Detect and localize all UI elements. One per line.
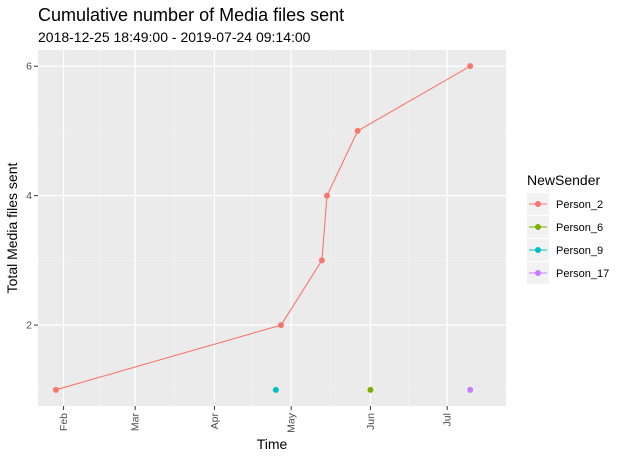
legend-label: Person_17 [556,268,609,280]
legend-key-point [535,224,541,230]
legend-key-point [535,270,541,276]
data-point-Person_2 [277,322,284,329]
data-point-Person_2 [52,386,59,393]
data-point-Person_9 [272,386,279,393]
x-tick-label: Jun [365,413,377,430]
series-layer [52,63,474,393]
major-gridlines [38,50,506,406]
x-tick-label: Apr [209,413,221,430]
y-tick-label: 6 [26,61,32,73]
data-point-Person_6 [367,386,374,393]
legend: NewSender Person_2 Person_6 Person_9 Person… [527,172,609,284]
legend-title: NewSender [527,172,600,188]
axis-ticks: 2 4 6 Feb Mar Apr May Jun Jul [26,61,454,433]
legend-label: Person_2 [556,199,603,211]
x-tick-label: Jul [442,413,454,426]
legend-key-point [535,201,541,207]
data-point-Person_2 [467,63,474,70]
y-axis-title: Total Media files sent [4,163,20,294]
y-tick-label: 2 [26,320,32,332]
y-tick-label: 4 [26,190,32,202]
x-axis-title: Time [257,436,288,452]
data-point-Person_2 [318,257,325,264]
data-point-Person_2 [354,127,361,134]
x-tick-label: Mar [130,413,142,432]
legend-label: Person_9 [556,245,603,257]
plot-panel [38,50,506,406]
data-point-Person_17 [467,386,474,393]
data-point-Person_2 [323,192,330,199]
chart-subtitle: 2018-12-25 18:49:00 - 2019-07-24 09:14:0… [38,29,311,45]
legend-label: Person_6 [556,222,603,234]
x-tick-label: Feb [58,413,70,431]
legend-key-point [535,247,541,253]
minor-gridlines [38,50,506,406]
series-line-Person_2 [55,65,471,391]
chart-title: Cumulative number of Media files sent [38,5,344,25]
x-tick-label: May [286,412,298,433]
